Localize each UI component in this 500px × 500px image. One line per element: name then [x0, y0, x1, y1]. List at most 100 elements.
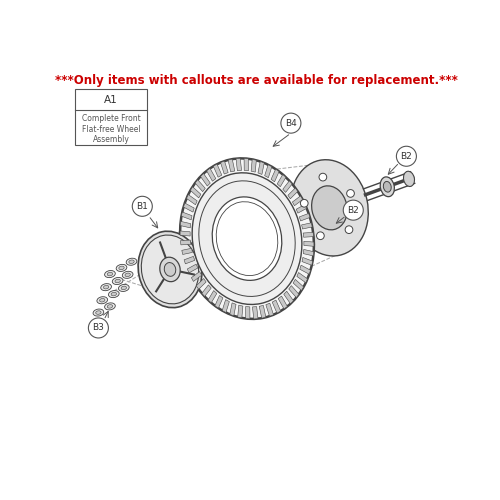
Polygon shape	[303, 232, 314, 237]
Polygon shape	[293, 280, 304, 290]
Polygon shape	[236, 158, 242, 170]
Polygon shape	[200, 174, 210, 186]
Ellipse shape	[93, 309, 104, 316]
Polygon shape	[180, 222, 190, 228]
Polygon shape	[230, 303, 236, 316]
Polygon shape	[190, 187, 201, 198]
Ellipse shape	[108, 272, 112, 276]
Polygon shape	[180, 240, 191, 245]
Text: B1: B1	[136, 202, 148, 211]
Ellipse shape	[199, 181, 295, 296]
Polygon shape	[214, 164, 222, 177]
Polygon shape	[184, 256, 194, 264]
Polygon shape	[302, 258, 312, 266]
Ellipse shape	[129, 260, 134, 264]
Ellipse shape	[290, 160, 368, 256]
Polygon shape	[195, 180, 205, 192]
Polygon shape	[186, 194, 197, 205]
Circle shape	[344, 200, 363, 220]
Ellipse shape	[101, 284, 112, 290]
Ellipse shape	[97, 296, 108, 304]
Ellipse shape	[108, 290, 119, 298]
Ellipse shape	[100, 298, 105, 302]
Polygon shape	[192, 272, 202, 281]
Polygon shape	[252, 306, 258, 319]
Polygon shape	[206, 168, 216, 181]
Text: B2: B2	[348, 206, 359, 214]
Ellipse shape	[192, 173, 302, 304]
Circle shape	[88, 318, 108, 338]
Polygon shape	[300, 214, 310, 221]
Polygon shape	[297, 272, 308, 282]
Ellipse shape	[160, 257, 180, 281]
Polygon shape	[208, 290, 217, 303]
Polygon shape	[184, 203, 194, 212]
Polygon shape	[246, 306, 250, 319]
Polygon shape	[182, 212, 192, 220]
Ellipse shape	[312, 186, 347, 230]
Ellipse shape	[384, 182, 391, 192]
Ellipse shape	[180, 158, 314, 319]
Polygon shape	[238, 305, 243, 318]
Ellipse shape	[142, 235, 199, 304]
Polygon shape	[259, 306, 266, 318]
Circle shape	[281, 113, 301, 133]
Circle shape	[346, 190, 354, 198]
Ellipse shape	[108, 304, 112, 308]
Ellipse shape	[164, 262, 176, 276]
Circle shape	[316, 232, 324, 239]
Ellipse shape	[104, 286, 109, 289]
Circle shape	[345, 226, 353, 234]
Polygon shape	[288, 188, 298, 199]
Polygon shape	[266, 303, 274, 316]
Polygon shape	[220, 161, 228, 174]
Ellipse shape	[115, 279, 120, 283]
Polygon shape	[271, 169, 279, 182]
Polygon shape	[215, 296, 223, 308]
Polygon shape	[304, 241, 314, 246]
Polygon shape	[296, 204, 306, 213]
Polygon shape	[300, 265, 310, 274]
Ellipse shape	[104, 303, 116, 310]
Polygon shape	[222, 300, 230, 312]
Polygon shape	[196, 278, 206, 289]
Text: B4: B4	[285, 118, 297, 128]
Ellipse shape	[118, 284, 129, 292]
Polygon shape	[202, 285, 211, 296]
Text: B2: B2	[400, 152, 412, 161]
Polygon shape	[277, 174, 286, 186]
Ellipse shape	[126, 258, 137, 266]
Circle shape	[319, 174, 326, 181]
Ellipse shape	[112, 278, 123, 284]
Circle shape	[396, 146, 416, 167]
Polygon shape	[228, 159, 235, 172]
Ellipse shape	[380, 177, 394, 197]
Ellipse shape	[121, 286, 126, 290]
Polygon shape	[288, 286, 299, 298]
Polygon shape	[302, 223, 312, 229]
Ellipse shape	[116, 264, 127, 272]
Polygon shape	[251, 160, 256, 172]
Text: B3: B3	[92, 324, 104, 332]
Polygon shape	[284, 291, 294, 304]
Ellipse shape	[212, 197, 282, 280]
Polygon shape	[182, 248, 192, 254]
Ellipse shape	[119, 266, 124, 270]
Polygon shape	[278, 296, 287, 309]
Polygon shape	[264, 164, 272, 177]
Polygon shape	[292, 196, 302, 205]
Text: ***Only items with callouts are available for replacement.***: ***Only items with callouts are availabl…	[55, 74, 458, 87]
Polygon shape	[188, 264, 198, 273]
Polygon shape	[283, 181, 292, 192]
Ellipse shape	[216, 202, 278, 276]
Text: A1: A1	[104, 95, 118, 105]
Text: Complete Front
Flat-free Wheel
Assembly: Complete Front Flat-free Wheel Assembly	[82, 114, 140, 144]
Ellipse shape	[122, 272, 133, 278]
Ellipse shape	[292, 162, 366, 254]
Ellipse shape	[125, 273, 130, 276]
Circle shape	[132, 196, 152, 216]
Ellipse shape	[96, 311, 101, 314]
Polygon shape	[258, 162, 264, 174]
Ellipse shape	[104, 270, 116, 278]
Ellipse shape	[404, 172, 414, 186]
